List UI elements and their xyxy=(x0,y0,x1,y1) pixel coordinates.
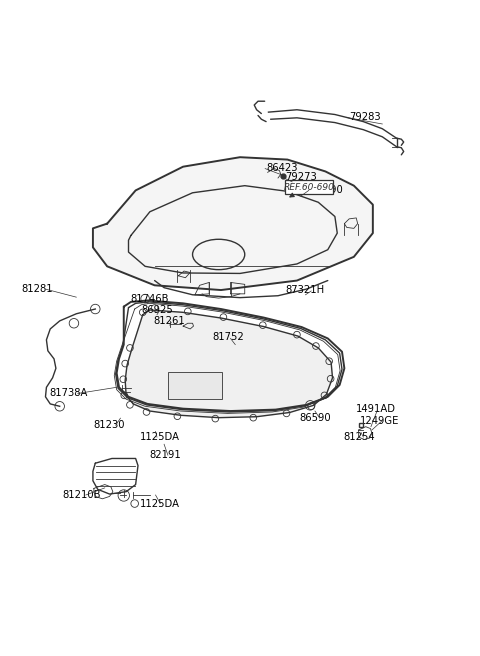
Text: 81746B: 81746B xyxy=(130,294,168,304)
Polygon shape xyxy=(93,157,373,290)
Text: 86590: 86590 xyxy=(300,413,331,423)
Text: 79273: 79273 xyxy=(285,172,317,182)
Text: 81738A: 81738A xyxy=(49,388,88,398)
Text: 87321H: 87321H xyxy=(285,285,324,295)
Text: 81254: 81254 xyxy=(343,432,375,442)
Text: 1491AD: 1491AD xyxy=(356,403,396,414)
Text: 1125DA: 1125DA xyxy=(140,499,180,508)
Text: 81230: 81230 xyxy=(94,420,125,430)
FancyBboxPatch shape xyxy=(285,180,333,194)
Text: 81752: 81752 xyxy=(213,333,244,342)
FancyBboxPatch shape xyxy=(168,372,222,399)
Text: 81210B: 81210B xyxy=(62,490,101,500)
Text: 79283: 79283 xyxy=(349,112,381,122)
Text: 81261: 81261 xyxy=(154,316,185,326)
Text: 81281: 81281 xyxy=(22,283,53,294)
Polygon shape xyxy=(125,310,333,418)
Text: REF.60-690: REF.60-690 xyxy=(284,183,335,192)
Text: 82191: 82191 xyxy=(150,450,181,460)
Text: 1125DA: 1125DA xyxy=(139,432,180,442)
Text: 86423: 86423 xyxy=(266,163,298,173)
Text: REF.60-690: REF.60-690 xyxy=(288,186,343,195)
Text: 86925: 86925 xyxy=(142,305,174,315)
Text: 1249GE: 1249GE xyxy=(360,415,399,426)
